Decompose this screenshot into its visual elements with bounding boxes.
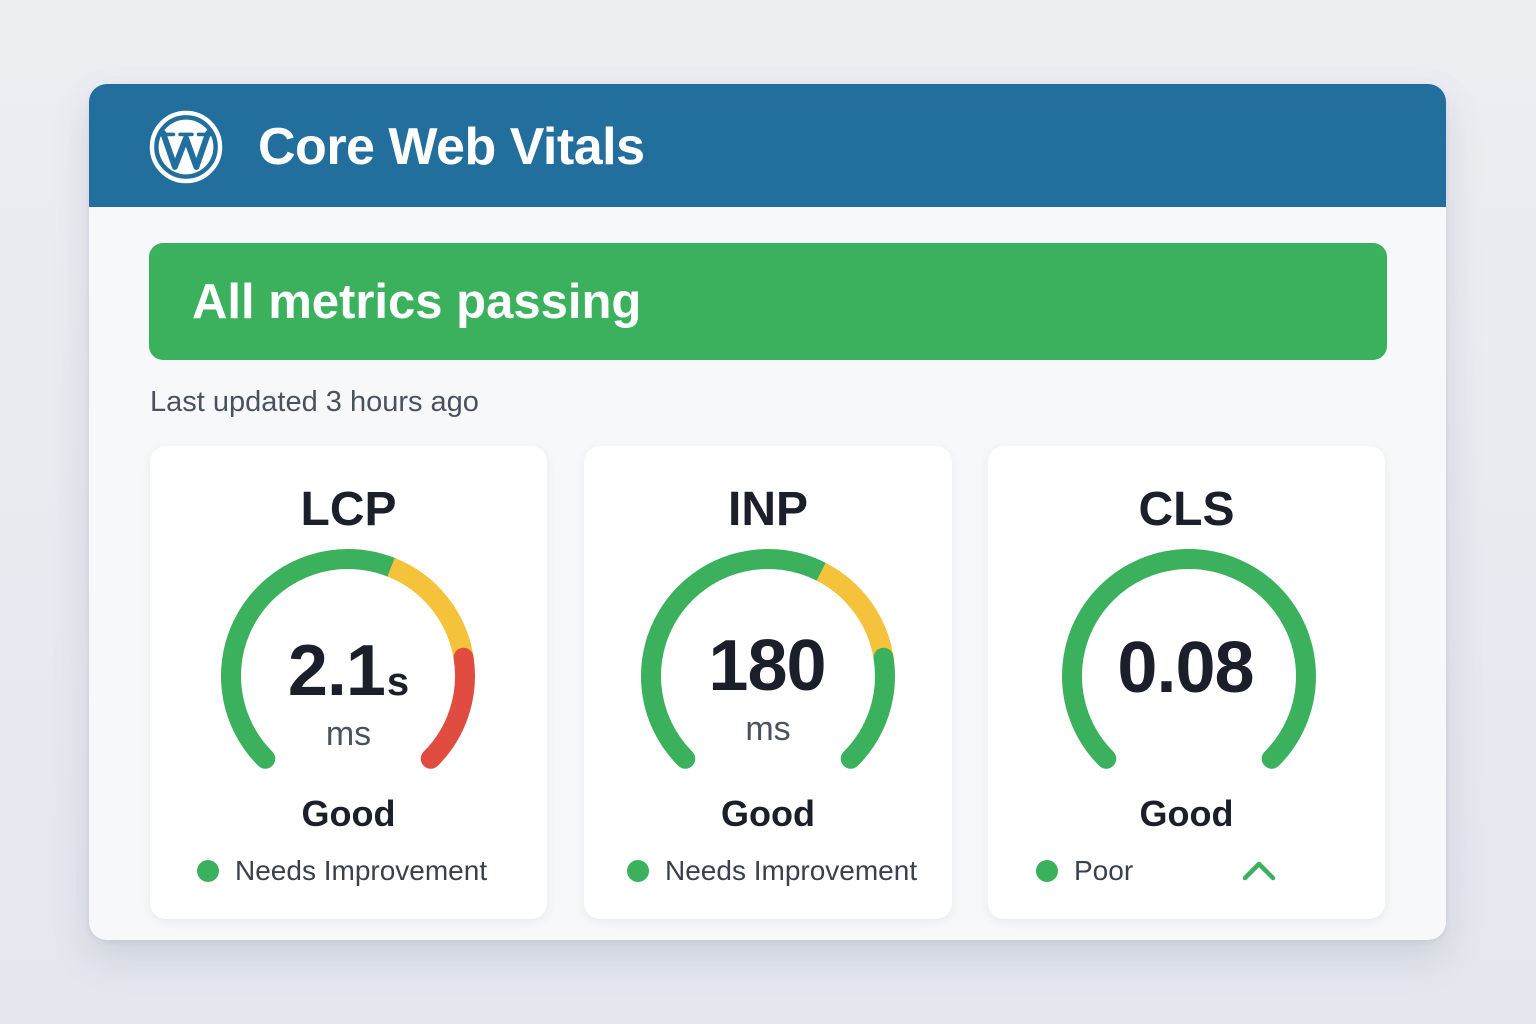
gauge-segment-poor (420, 647, 475, 769)
status-dot (197, 860, 219, 882)
gauge-segment-good (840, 647, 895, 769)
metric-rating: Good (1139, 793, 1234, 834)
legend-label: Needs Improvement (235, 855, 488, 886)
metric-unit: ms (325, 715, 372, 753)
metric-rating: Good (301, 793, 396, 834)
gauge-segment-needs-improvement (387, 557, 474, 660)
gauge-segment-good (221, 549, 402, 769)
page-title: Core Web Vitals (258, 118, 645, 176)
chevron-up-icon[interactable] (1241, 858, 1277, 882)
gauge-segment-good (641, 549, 832, 769)
metric-card-cls[interactable]: CLS 0.08 Good Poor (988, 446, 1385, 919)
metric-rating: Good (721, 793, 815, 834)
metric-value-number: 180 (708, 626, 826, 706)
gauge-segment-good (1062, 549, 1316, 769)
gauge-lcp (221, 549, 475, 769)
metric-unit: ms (745, 710, 791, 748)
metric-value-number: 2.1 (287, 631, 386, 711)
status-dot (627, 860, 649, 882)
gauge-inp (641, 549, 895, 769)
gauge-segment-needs-improvement (816, 562, 894, 660)
wordpress-logo-icon (149, 110, 223, 184)
status-dot (1036, 860, 1058, 882)
last-updated-text: Last updated 3 hours ago (150, 386, 479, 418)
metric-name: CLS (1138, 483, 1235, 536)
status-banner: All metrics passing (149, 243, 1387, 360)
metric-card-inp[interactable]: INP 180 ms Good Needs Improvement (584, 446, 952, 919)
metric-value-number: 0.08 (1117, 628, 1254, 708)
legend-item: Needs Improvement (197, 854, 487, 888)
metric-card-lcp[interactable]: LCP 2.1s ms Good Needs Improvement (150, 446, 547, 919)
metric-value: 180 (584, 626, 952, 717)
metric-value: 0.08 (988, 628, 1385, 719)
status-text: All metrics passing (192, 275, 642, 329)
gauge-cls (1062, 549, 1316, 769)
metric-name: LCP (300, 483, 397, 536)
metric-name: INP (727, 483, 808, 536)
core-web-vitals-panel: Core Web Vitals All metrics passing Last… (89, 84, 1446, 940)
legend-item: Needs Improvement (627, 854, 917, 888)
metric-value: 2.1s (150, 631, 547, 722)
panel-header: Core Web Vitals (89, 84, 1446, 207)
legend-label: Poor (1074, 855, 1134, 886)
metric-value-suffix: s (386, 660, 410, 704)
legend-label: Needs Improvement (665, 855, 918, 886)
legend-item: Poor (1036, 854, 1133, 888)
